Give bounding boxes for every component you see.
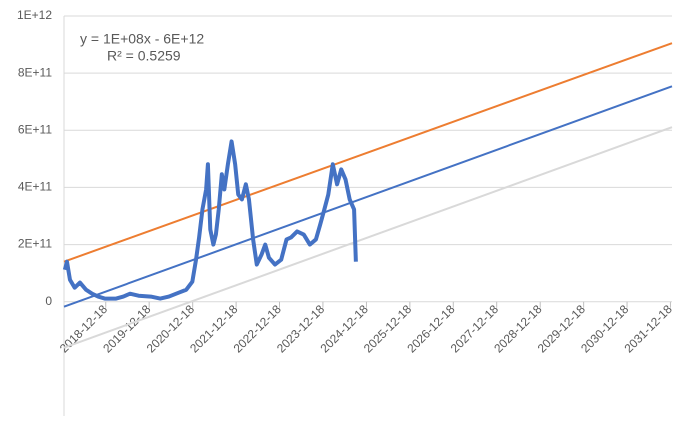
y-tick-label: 6E+11 <box>18 122 52 136</box>
series-line <box>63 126 673 349</box>
y-tick-label: 2E+11 <box>18 237 52 251</box>
y-tick-label: 4E+11 <box>18 180 52 194</box>
y-tick-label: 0 <box>45 294 52 308</box>
series-line <box>63 42 673 263</box>
series-line <box>63 85 673 308</box>
x-tick-label: 2031-12-18 <box>622 302 676 356</box>
y-tick-label: 1E+12 <box>17 8 52 22</box>
series-line <box>62 139 358 301</box>
grid: 02E+114E+116E+118E+111E+122018-12-182019… <box>17 8 675 416</box>
y-tick-label: 8E+11 <box>18 65 52 79</box>
plot <box>62 42 673 349</box>
trendline-equation: y = 1E+08x - 6E+12 <box>80 31 204 47</box>
r-squared: R² = 0.5259 <box>107 48 181 64</box>
